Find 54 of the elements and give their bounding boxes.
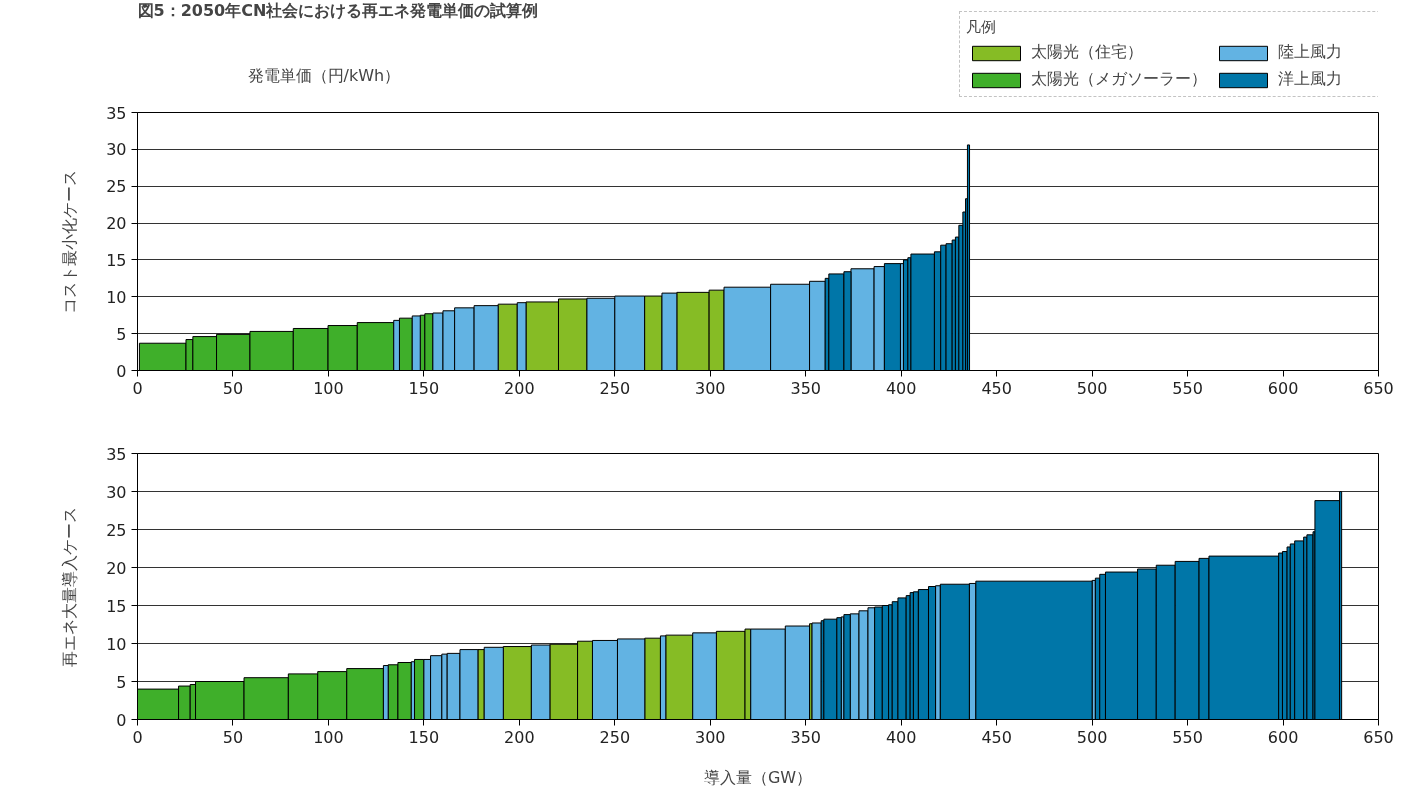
y-tick-label: 30 [106, 140, 127, 160]
text: 再エネ大量導入ケース [59, 506, 79, 667]
y-axis-title: 発電単価（円/kWh） [247, 66, 401, 85]
x-tick-label: 350 [790, 378, 822, 398]
x-tick-label: 100 [313, 727, 344, 747]
legend-label: 太陽光（住宅） [1031, 42, 1144, 63]
y-tick-label: 20 [106, 558, 127, 578]
x-tick-label: 600 [1267, 378, 1299, 398]
x-tick-label: 400 [885, 727, 917, 747]
x-tick-label: 50 [222, 727, 244, 747]
legend-title: 凡例 [966, 18, 997, 37]
y-tick-label: 0 [116, 710, 127, 730]
y-tick-label: 0 [116, 361, 127, 381]
x-tick-label: 650 [1363, 727, 1394, 747]
legend-label: 陸上風力 [1278, 42, 1343, 63]
chart-title: 図5：2050年CN社会における再エネ発電単価の試算例 [137, 1, 539, 20]
x-axis-title: 導入量（GW） [703, 767, 813, 787]
x-tick-label: 150 [408, 727, 440, 747]
x-tick-label: 400 [885, 378, 917, 398]
text: コスト最小化ケース [59, 169, 79, 314]
x-tick-label: 0 [132, 378, 143, 398]
legend-label: 洋上風力 [1278, 69, 1343, 90]
legend-label: 太陽光（メガソーラー） [1031, 69, 1207, 90]
y-tick-label: 25 [106, 520, 127, 540]
x-tick-label: 0 [132, 727, 143, 747]
x-tick-label: 450 [981, 378, 1012, 398]
x-tick-label: 550 [1172, 727, 1203, 747]
x-tick-label: 550 [1172, 378, 1203, 398]
x-tick-label: 450 [981, 727, 1012, 747]
y-tick-label: 5 [116, 324, 127, 344]
x-tick-label: 500 [1076, 378, 1108, 398]
x-tick-label: 250 [599, 727, 631, 747]
y-tick-label: 15 [106, 596, 127, 616]
y-tick-label: 35 [106, 444, 127, 464]
y-tick-label: 15 [106, 250, 127, 270]
y-tick-label: 10 [106, 634, 127, 654]
x-tick-label: 500 [1076, 727, 1108, 747]
x-tick-label: 300 [695, 378, 726, 398]
x-tick-label: 200 [504, 727, 535, 747]
x-tick-label: 350 [790, 727, 822, 747]
y-tick-label: 30 [106, 482, 127, 502]
x-tick-label: 300 [695, 727, 726, 747]
y-tick-label: 35 [106, 103, 127, 123]
x-tick-label: 250 [599, 378, 631, 398]
y-tick-label: 10 [106, 287, 127, 307]
x-tick-label: 600 [1267, 727, 1299, 747]
x-tick-label: 150 [408, 378, 440, 398]
y-tick-label: 20 [106, 214, 127, 234]
y-tick-label: 25 [106, 177, 127, 197]
x-tick-label: 50 [222, 378, 244, 398]
x-tick-label: 650 [1363, 378, 1394, 398]
x-tick-label: 200 [504, 378, 535, 398]
x-tick-label: 100 [313, 378, 344, 398]
y-tick-label: 5 [116, 672, 127, 692]
